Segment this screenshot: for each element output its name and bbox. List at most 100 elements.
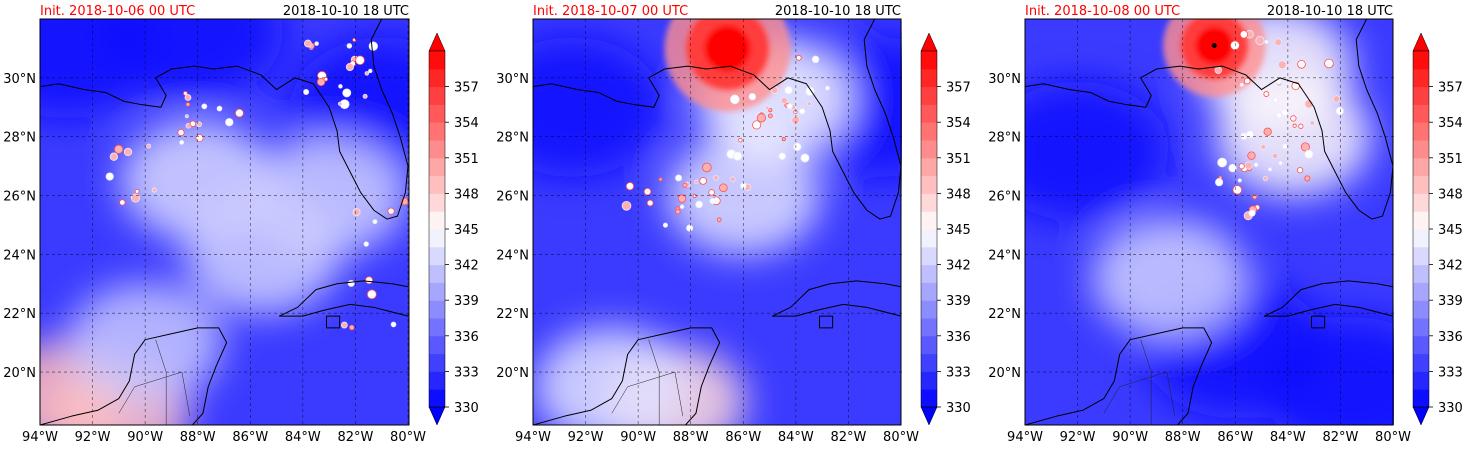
coastline <box>1025 327 1213 425</box>
colorbar-level <box>921 175 937 194</box>
convective-cell <box>372 219 378 225</box>
colorbar-level <box>429 389 445 408</box>
convective-cell <box>686 224 694 232</box>
convective-cell <box>643 187 652 196</box>
latitude-tick-label: 22°N <box>3 307 36 322</box>
colorbar-level <box>1413 318 1429 337</box>
coastline <box>1311 315 1326 329</box>
convective-cell <box>1239 82 1244 87</box>
latitude-tick-label: 22°N <box>988 307 1021 322</box>
convective-cell <box>692 193 697 198</box>
colorbar-tick-label: 351 <box>946 152 971 167</box>
longitude-tick-label: 86°W <box>1217 430 1253 445</box>
longitude-tick-labels: 94°W 92°W 90°W 88°W 86°W 84°W 82°W 80°W <box>22 430 426 445</box>
panel-3: Init. 2018-10-08 00 UTC 2018-10-10 18 UT… <box>988 4 1463 445</box>
colorbar-tick-label: 351 <box>1438 152 1463 167</box>
latitude-tick-label: 30°N <box>3 72 36 87</box>
colorbar-level <box>1413 264 1429 283</box>
colorbar-tick-label: 339 <box>1438 294 1463 309</box>
convective-cell <box>1304 149 1314 159</box>
latitude-tick-label: 28°N <box>496 131 529 146</box>
valid-label: 2018-10-10 18 UTC <box>283 4 409 19</box>
colorbar-tick-label: 333 <box>1438 365 1463 380</box>
latitude-tick-label: 30°N <box>988 72 1021 87</box>
colorbar-tick-label: 339 <box>454 294 479 309</box>
convective-cell <box>675 174 683 182</box>
coastline <box>533 19 902 220</box>
colorbar-level <box>1413 246 1429 266</box>
latitude-tick-label: 28°N <box>3 131 36 146</box>
longitude-tick-label: 92°W <box>568 430 604 445</box>
convective-cell <box>119 199 126 206</box>
convective-cell <box>1324 58 1334 69</box>
longitude-tick-label: 84°W <box>1270 430 1306 445</box>
colorbar-level <box>1413 371 1429 390</box>
convective-cell <box>1300 142 1310 152</box>
colorbar-tick-label: 345 <box>454 223 479 238</box>
colorbar-level <box>921 335 937 355</box>
convective-cell <box>1238 163 1245 170</box>
convective-cell <box>183 91 188 96</box>
storm-eye-marker <box>1211 42 1217 48</box>
convective-cells <box>621 54 830 232</box>
colorbar-level <box>429 229 445 248</box>
colorbar-tick-label: 354 <box>946 116 971 131</box>
convective-cell <box>662 222 668 228</box>
colorbar-level <box>1413 175 1429 194</box>
colorbar-tick-label: 357 <box>946 81 971 96</box>
colorbar-level <box>1413 229 1429 248</box>
colorbar-level <box>1413 335 1429 355</box>
convective-cell <box>368 68 373 74</box>
longitude-tick-label: 80°W <box>883 430 919 445</box>
convective-cell <box>195 134 204 143</box>
convective-cell <box>798 108 806 115</box>
longitude-tick-label: 94°W <box>1007 430 1043 445</box>
convective-cell <box>780 96 788 104</box>
convective-cell <box>1215 178 1224 187</box>
convective-cell <box>1232 185 1243 195</box>
cold-area-blob <box>1262 316 1394 425</box>
state-border <box>118 371 191 417</box>
convective-cell <box>1268 167 1273 172</box>
colorbar-extend-max <box>1412 32 1430 52</box>
colorbar-level <box>1413 193 1429 212</box>
colorbar-level <box>1413 122 1429 141</box>
colorbar-level <box>921 122 937 141</box>
convective-cell <box>765 105 770 110</box>
convective-cell <box>646 199 654 207</box>
map-area <box>1024 18 1394 426</box>
colorbar-tick-label: 345 <box>946 223 971 238</box>
coastline <box>40 19 409 220</box>
colorbar-level <box>429 175 445 194</box>
convective-cell <box>1298 123 1304 129</box>
convective-cell <box>738 138 743 143</box>
valid-label: 2018-10-10 18 UTC <box>775 4 901 19</box>
colorbar-level <box>429 246 445 266</box>
convective-cell <box>1237 178 1242 183</box>
convective-cell <box>713 174 719 181</box>
convective-cell <box>793 142 802 152</box>
convective-cell <box>1214 66 1223 74</box>
colorbar-level <box>921 193 937 212</box>
longitude-tick-label: 86°W <box>725 430 761 445</box>
convective-cell <box>800 153 810 163</box>
convective-cell <box>1245 130 1254 139</box>
valid-label: 2018-10-10 18 UTC <box>1267 4 1393 19</box>
convective-cell <box>303 39 312 48</box>
map-area <box>532 18 902 426</box>
colorbar-level <box>1413 51 1429 70</box>
convective-cell <box>1264 39 1269 44</box>
latitude-tick-label: 24°N <box>496 248 529 263</box>
colorbar-tick-label: 348 <box>946 187 971 202</box>
latitude-tick-label: 26°N <box>3 190 36 205</box>
convective-cell <box>730 176 736 182</box>
colorbar-extend-min <box>920 406 938 426</box>
longitude-tick-label: 82°W <box>337 430 373 445</box>
colorbar-level <box>921 389 937 408</box>
coastline <box>278 280 409 317</box>
colorbar-tick-label: 348 <box>1438 187 1463 202</box>
latitude-tick-label: 24°N <box>3 248 36 263</box>
cold-area-blob <box>101 19 284 101</box>
convective-cells <box>1214 30 1344 221</box>
convective-cell <box>1332 95 1341 103</box>
